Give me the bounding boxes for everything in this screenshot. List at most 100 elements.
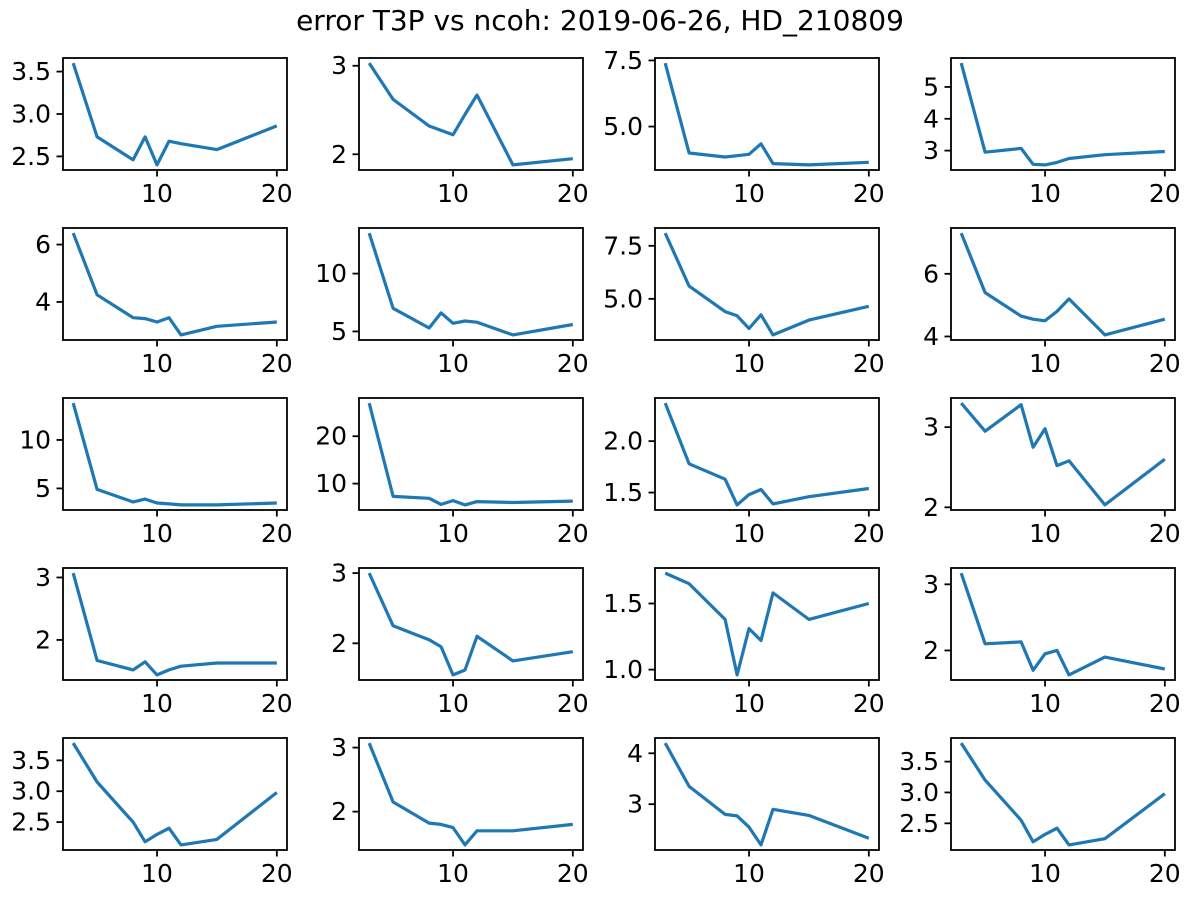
plot-frame <box>950 227 1176 341</box>
x-tick-label: 10 <box>733 179 765 208</box>
subplot-r3c1: 5 10 10 20 <box>19 397 293 548</box>
plot-frame <box>62 227 288 341</box>
y-tick-label: 2 <box>331 797 347 826</box>
x-tick-label: 20 <box>853 179 885 208</box>
y-tick-label: 2.5 <box>899 809 939 838</box>
x-tick-label: 10 <box>733 519 765 548</box>
subplot-r1c1: 2.5 3.0 3.5 10 20 <box>11 57 293 208</box>
x-tick-label: 20 <box>557 859 589 888</box>
data-line <box>959 402 1166 507</box>
x-tick-label: 20 <box>853 859 885 888</box>
data-line <box>71 62 278 167</box>
plot-frame <box>950 397 1176 511</box>
x-tick-label: 10 <box>437 519 469 548</box>
data-line <box>367 572 574 677</box>
subplot-r3c4: 2 3 10 20 <box>923 397 1181 548</box>
y-tick-label: 3.5 <box>11 57 51 86</box>
plot-frame <box>654 57 880 171</box>
subplot-r2c2: 5 10 10 20 <box>315 227 589 378</box>
plot-frame <box>358 397 584 511</box>
x-tick-label: 10 <box>437 179 469 208</box>
x-tick-label: 10 <box>437 689 469 718</box>
subplot-r4c4: 2 3 10 20 <box>923 567 1181 718</box>
x-tick-label: 10 <box>141 519 173 548</box>
plot-frame <box>654 737 880 851</box>
y-tick-label: 3 <box>923 570 939 599</box>
plot-frame <box>950 57 1176 171</box>
plot-frame <box>654 227 880 341</box>
subplot-r2c3: 5.0 7.5 10 20 <box>603 227 885 378</box>
subplot-r5c2: 2 3 10 20 <box>331 733 589 888</box>
y-tick-label: 10 <box>19 425 51 454</box>
y-tick-label: 1.5 <box>603 478 643 507</box>
y-tick-label: 3 <box>331 733 347 762</box>
plot-frame <box>654 397 880 511</box>
x-tick-label: 10 <box>733 349 765 378</box>
x-tick-label: 20 <box>261 179 293 208</box>
y-tick-label: 5.0 <box>603 112 643 141</box>
x-tick-label: 10 <box>1029 689 1061 718</box>
y-tick-label: 3.5 <box>899 747 939 776</box>
x-tick-label: 20 <box>261 859 293 888</box>
y-tick-label: 2 <box>923 493 939 522</box>
subplot-r1c4: 3 4 5 10 20 <box>923 57 1181 208</box>
y-tick-label: 6 <box>35 230 51 259</box>
plot-frame <box>950 567 1176 681</box>
y-tick-label: 7.5 <box>603 231 643 260</box>
y-tick-label: 4 <box>923 104 939 133</box>
y-tick-label: 3 <box>331 51 347 80</box>
plot-frame <box>358 567 584 681</box>
data-line <box>367 742 573 847</box>
subplot-r4c3: 1.0 1.5 10 20 <box>603 567 885 718</box>
x-tick-label: 10 <box>437 859 469 888</box>
x-tick-label: 20 <box>557 179 589 208</box>
y-tick-label: 4 <box>627 739 643 768</box>
x-tick-label: 10 <box>733 689 765 718</box>
y-tick-label: 7.5 <box>603 46 643 75</box>
x-tick-label: 10 <box>1029 179 1061 208</box>
subplot-r3c3: 1.5 2.0 10 20 <box>603 397 885 548</box>
y-tick-label: 4 <box>923 322 939 351</box>
x-tick-label: 10 <box>141 859 173 888</box>
data-line <box>959 232 1166 337</box>
y-tick-label: 6 <box>923 259 939 288</box>
x-tick-label: 10 <box>141 689 173 718</box>
plot-frame <box>654 567 880 681</box>
y-tick-label: 5 <box>923 72 939 101</box>
x-tick-label: 20 <box>557 689 589 718</box>
x-tick-label: 20 <box>1149 689 1181 718</box>
y-tick-label: 2.5 <box>11 142 51 171</box>
data-line <box>71 572 277 677</box>
subplot-r3c2: 10 20 10 20 <box>315 397 589 548</box>
x-tick-label: 10 <box>437 349 469 378</box>
subplot-r2c1: 4 6 10 20 <box>35 227 293 378</box>
x-tick-label: 20 <box>261 349 293 378</box>
x-tick-label: 20 <box>1149 859 1181 888</box>
x-tick-label: 10 <box>1029 349 1061 378</box>
data-line <box>959 572 1166 677</box>
figure-title: error T3P vs ncoh: 2019-06-26, HD_210809 <box>296 4 904 37</box>
y-tick-label: 10 <box>315 469 347 498</box>
x-tick-label: 20 <box>1149 519 1181 548</box>
subplot-r5c3: 3 4 10 20 <box>627 737 885 888</box>
y-tick-label: 3 <box>627 790 643 819</box>
x-tick-label: 10 <box>733 859 765 888</box>
x-tick-label: 20 <box>853 689 885 718</box>
subplot-r5c4: 2.53.03.5 10 20 <box>899 737 1181 888</box>
x-tick-label: 20 <box>853 519 885 548</box>
plot-frame <box>62 737 288 851</box>
data-line <box>71 402 277 507</box>
y-tick-label: 3.0 <box>899 778 939 807</box>
x-tick-label: 20 <box>557 349 589 378</box>
subplot-r5c1: 2.53.03.5 10 20 <box>11 737 293 888</box>
y-tick-label: 1.5 <box>603 589 643 618</box>
y-tick-label: 20 <box>315 422 347 451</box>
y-tick-label: 2 <box>35 625 51 654</box>
subplot-r1c2: 2 3 10 20 <box>331 51 589 208</box>
y-tick-label: 2 <box>331 140 347 169</box>
y-tick-label: 10 <box>315 259 347 288</box>
data-line <box>367 402 573 507</box>
y-tick-label: 2 <box>923 636 939 665</box>
data-line <box>959 742 1166 847</box>
